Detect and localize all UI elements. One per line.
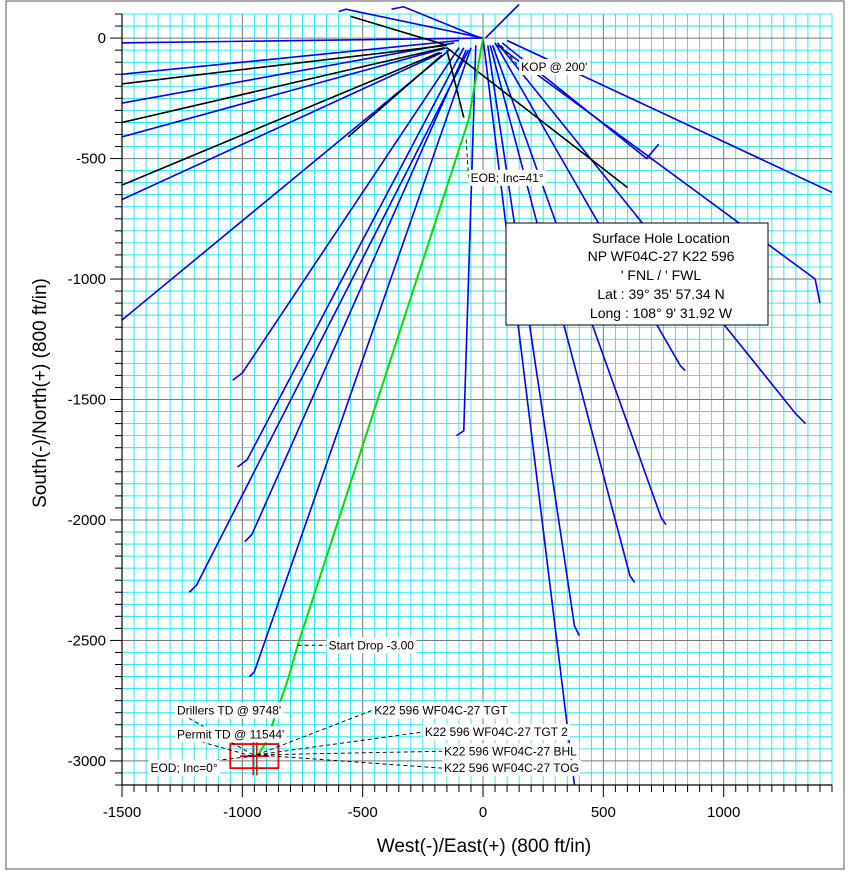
y-tick-label: -1500: [68, 392, 106, 409]
y-tick-label: -2500: [68, 632, 106, 649]
x-tick-label: -500: [348, 804, 378, 821]
x-tick-label: 500: [591, 804, 616, 821]
offset-well-line: [232, 47, 460, 381]
offset-well-line: [121, 39, 460, 76]
annotation-label-bg: [442, 743, 580, 760]
offset-well-line: [494, 42, 686, 372]
x-tick-label: 1000: [707, 804, 740, 821]
offset-well-line-black: [121, 44, 448, 85]
offset-well-line: [121, 46, 448, 138]
offset-well-line-black: [121, 51, 441, 186]
annotation-label: Drillers TD @ 9748': [177, 703, 281, 717]
offset-well-line: [188, 49, 470, 593]
offset-well-line: [121, 49, 450, 321]
offset-well-line-black: [350, 15, 448, 47]
offset-well-line: [338, 8, 484, 39]
annotation-label: K22 596 WF04C-27 TGT: [374, 703, 508, 717]
x-tick-label: -1500: [103, 804, 141, 821]
offset-well-line: [121, 42, 455, 104]
offset-well-line: [501, 42, 660, 160]
annotation-leader: [500, 45, 520, 68]
location-box-line: Lat : 39° 35' 57.34 N: [597, 286, 724, 302]
offset-well-line: [248, 47, 472, 678]
x-tick-label: -1000: [223, 804, 261, 821]
annotation-label: EOB; Inc=41°: [471, 171, 544, 185]
offset-well-line: [491, 45, 667, 526]
location-box-title: Surface Hole Location: [592, 230, 730, 246]
offset-well-line: [244, 49, 467, 543]
location-box-frame: [505, 222, 769, 326]
annotation-leader: [256, 750, 443, 756]
annotation-label-bg: [326, 637, 417, 654]
offset-well-line: [237, 47, 465, 468]
offset-well-line: [496, 42, 807, 425]
annotation-label-bg: [174, 726, 287, 743]
annotation-label: K22 596 WF04C-27 TGT 2: [425, 725, 568, 739]
annotation-label: Start Drop -3.00: [329, 638, 415, 652]
annotation-label-bg: [519, 59, 590, 76]
y-tick-label: -1000: [68, 271, 106, 288]
offset-well-line-black: [347, 54, 443, 138]
offset-well-line: [391, 5, 481, 39]
offset-well-line: [484, 3, 520, 39]
offset-well-line: [121, 51, 443, 201]
y-tick-label: 0: [98, 30, 106, 47]
annotation-label-bg: [174, 702, 284, 719]
offset-well-line-black: [446, 49, 465, 118]
annotation-label: Permit TD @ 11544': [177, 727, 284, 741]
annotation-label-bg: [372, 702, 511, 719]
annotation-label-bg: [442, 760, 582, 777]
location-box-line: NP WF04C-27 K22 596: [588, 248, 735, 264]
annotation-label-bg: [148, 760, 220, 777]
location-box-line: Long : 108° 9' 31.92 W: [590, 305, 733, 321]
offset-well-line: [482, 37, 576, 786]
offset-well-line: [489, 45, 636, 584]
y-tick-label: -2000: [68, 512, 106, 529]
location-box-line: ' FNL / ' FWL: [621, 267, 701, 283]
annotation-leader: [148, 755, 255, 769]
annotation-label: KOP @ 200': [521, 60, 587, 74]
axes: -1500 -1000 -500 0 500 1000 0 -500 -1000 -1500 -20…: [68, 13, 833, 821]
annotation-label: K22 596 WF04C-27 TOG: [444, 761, 579, 775]
annotations: KOP @ 200' EOB; Inc=41° Start Drop -3.00 K2…: [148, 45, 590, 777]
annotation-label: K22 596 WF04C-27 BHL: [444, 744, 577, 758]
target-box: [229, 736, 280, 776]
offset-well-line: [496, 44, 821, 304]
y-axis-label: South(-)/North(+) (800 ft/in): [30, 278, 51, 508]
surface-hole-location-box: Surface Hole Location NP WF04C-27 K22 596…: [505, 222, 769, 326]
annotation-leader: [256, 754, 443, 769]
y-tick-label: -3000: [68, 753, 106, 770]
offset-well-line-black: [121, 46, 445, 124]
y-tick-label: -500: [76, 151, 106, 168]
annotation-label-bg: [422, 723, 571, 740]
x-axis-label: West(-)/East(+) (800 ft/in): [377, 836, 592, 857]
grid: [121, 13, 833, 786]
annotation-label-bg: [468, 169, 546, 186]
annotation-label: EOD; Inc=0°: [150, 761, 217, 775]
x-tick-label: 0: [479, 804, 487, 821]
